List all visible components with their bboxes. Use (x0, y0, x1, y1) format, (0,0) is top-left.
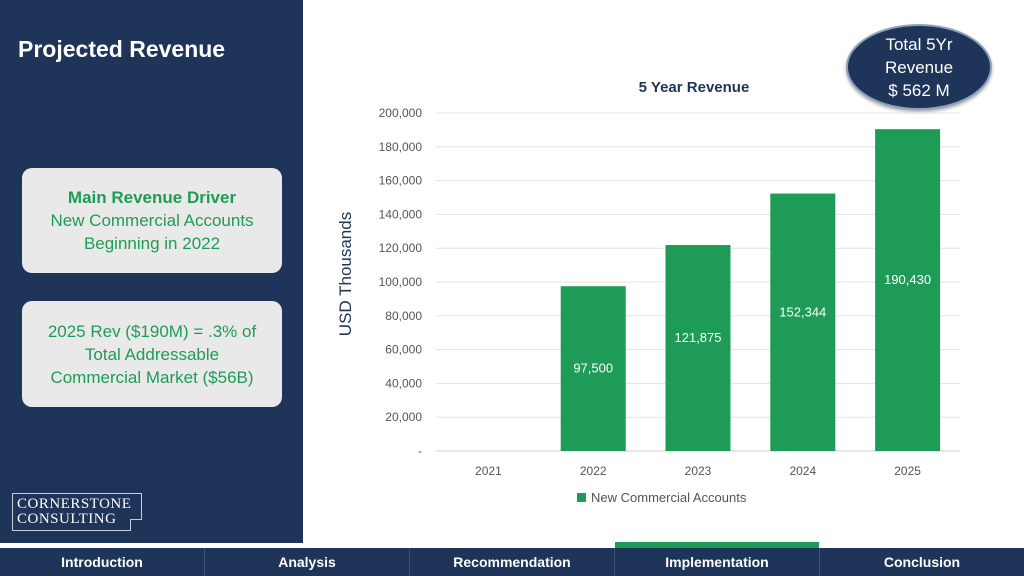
bar-2024 (770, 193, 836, 451)
revenue-driver-card: Main Revenue Driver New Commercial Accou… (22, 168, 282, 273)
data-label: 152,344 (779, 304, 826, 319)
logo-corner (130, 519, 142, 531)
nav-tab-implementation[interactable]: Implementation (615, 542, 820, 576)
y-tick-label: - (418, 444, 422, 458)
card-line: Total Addressable (84, 344, 220, 364)
x-tick-label: 2025 (894, 464, 921, 478)
bar-2025 (875, 129, 941, 451)
nav-tab-recommendation[interactable]: Recommendation (410, 548, 615, 576)
card-line: New Commercial Accounts (50, 211, 254, 230)
card-line: Beginning in 2022 (83, 234, 221, 253)
market-share-card: 2025 Rev ($190M) = .3% of Total Addressa… (22, 301, 282, 407)
x-tick-label: 2022 (580, 464, 607, 478)
badge-line: Total 5Yr (885, 34, 953, 54)
nav-tab-conclusion[interactable]: Conclusion (883, 554, 961, 570)
badge-value: $ 562 M (888, 80, 950, 100)
y-tick-label: 180,000 (379, 140, 423, 154)
y-tick-label: 160,000 (379, 174, 423, 188)
bar-2023 (665, 245, 731, 451)
y-tick-label: 60,000 (385, 343, 422, 357)
card-line: Commercial Market ($56B) (50, 367, 254, 387)
bottom-nav: Introduction Analysis Recommendation Implem… (0, 542, 1024, 576)
y-tick-label: 40,000 (385, 376, 422, 390)
revenue-chart: 5 Year Revenue - 20,000 40,000 60,000 80,000 1… (330, 70, 990, 515)
y-tick-label: 20,000 (385, 410, 422, 424)
card-line: 2025 Rev ($190M) = .3% of (47, 321, 257, 341)
data-label: 121,875 (675, 330, 722, 345)
sidebar-panel: Projected Revenue Main Revenue Driver Ne… (0, 0, 303, 543)
bar-2022 (560, 286, 626, 451)
data-label: 190,430 (884, 272, 931, 287)
x-tick-label: 2023 (685, 464, 712, 478)
badge-line: Revenue (884, 57, 954, 77)
x-tick-label: 2024 (789, 464, 816, 478)
total-revenue-badge: Total 5Yr Revenue $ 562 M (846, 24, 992, 110)
x-tick-label: 2021 (475, 464, 502, 478)
y-axis-label: USD Thousands (336, 212, 355, 336)
chart-svg: 5 Year Revenue - 20,000 40,000 60,000 80,000 1… (336, 79, 960, 505)
company-logo: CORNERSTONE CONSULTING (12, 493, 142, 531)
nav-tab-introduction[interactable]: Introduction (0, 548, 205, 576)
card-heading: Main Revenue Driver (67, 188, 237, 207)
y-tick-label: 140,000 (379, 207, 423, 221)
legend-swatch (577, 493, 586, 502)
legend-label: New Commercial Accounts (591, 490, 747, 505)
y-tick-label: 80,000 (385, 309, 422, 323)
y-tick-label: 120,000 (379, 241, 423, 255)
nav-tab-analysis[interactable]: Analysis (205, 548, 410, 576)
y-tick-label: 200,000 (379, 106, 423, 120)
chart-title: 5 Year Revenue (639, 79, 750, 96)
y-tick-label: 100,000 (379, 275, 423, 289)
data-label: 97,500 (573, 361, 613, 376)
page-title: Projected Revenue (18, 36, 226, 62)
logo-text: CORNERSTONE (17, 496, 132, 512)
logo-text: CONSULTING (17, 511, 117, 527)
